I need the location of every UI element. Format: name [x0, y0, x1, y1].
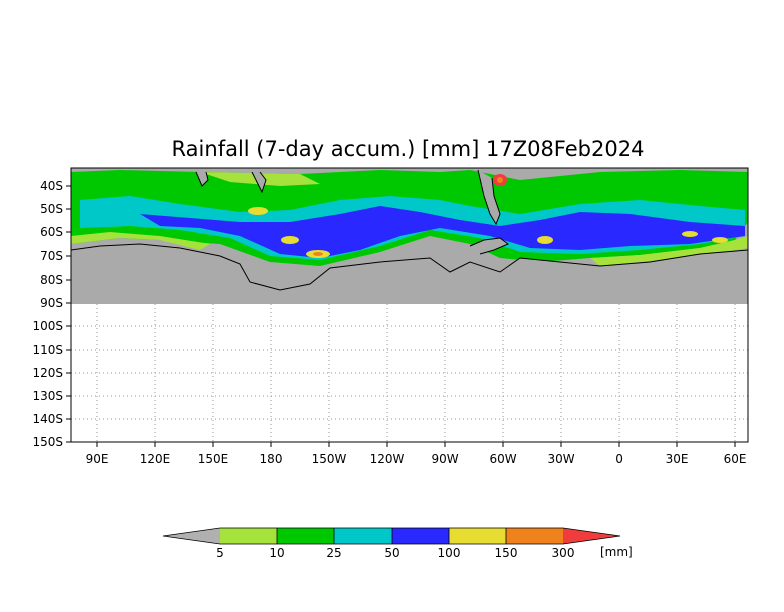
lat-tick-label: 110S [32, 343, 63, 357]
lat-tick-label: 70S [40, 249, 63, 263]
new-zealand-coastline [251, 171, 267, 194]
lat-tick-label: 80S [40, 273, 63, 287]
lon-tick-label: 90W [431, 452, 458, 466]
lon-tick-label: 60E [724, 452, 747, 466]
map-title: Rainfall (7-day accum.) [mm] 17Z08Feb202… [172, 137, 645, 161]
lon-tick-label: 120W [370, 452, 405, 466]
latitude-axis: 40S 50S 60S 70S 80S 90S 100S 110S 120S 1… [32, 179, 71, 449]
antarctic-peninsula-coastline [469, 237, 509, 255]
rain-5-10-east [590, 236, 748, 266]
lon-tick-label: 60W [489, 452, 516, 466]
lon-tick-label: 150E [198, 452, 229, 466]
colorbar-swatch [563, 528, 620, 544]
lon-tick-label: 180 [260, 452, 283, 466]
antarctica-land [71, 244, 748, 304]
rain-100-150-blob [537, 236, 553, 244]
colorbar-swatch [449, 528, 506, 544]
gridlines [71, 304, 748, 442]
lon-tick-label: 150W [312, 452, 347, 466]
colorbar-swatch [392, 528, 449, 544]
rain-100-150-blob [712, 237, 728, 243]
plot-frame [70, 167, 749, 443]
tasmania-coastline [195, 171, 209, 187]
colorbar-outline [162, 527, 621, 545]
colorbar-label: 300 [552, 546, 575, 560]
colorbar-swatch [220, 528, 277, 544]
lat-tick-label: 40S [40, 179, 63, 193]
lat-tick-label: 50S [40, 202, 63, 216]
south-america-coastline [477, 169, 501, 226]
map-panel [70, 167, 749, 443]
lat-tick-label: 150S [32, 435, 63, 449]
colorbar-label: 5 [216, 546, 224, 560]
lon-tick-label: 30E [666, 452, 689, 466]
lon-tick-label: 90E [86, 452, 109, 466]
colorbar-unit: [mm] [600, 545, 633, 559]
colorbar-label: 10 [269, 546, 284, 560]
lat-tick-label: 60S [40, 225, 63, 239]
lat-tick-label: 140S [32, 412, 63, 426]
rain-50-100 [140, 206, 745, 258]
colorbar-swatch [163, 528, 220, 544]
colorbar-label: 150 [495, 546, 518, 560]
colorbar-swatch [277, 528, 334, 544]
lat-tick-label: 130S [32, 389, 63, 403]
colorbar-swatch [334, 528, 392, 544]
lat-tick-label: 90S [40, 296, 63, 310]
colorbar-legend: 5 10 25 50 100 150 300 [mm] [162, 527, 633, 560]
lon-tick-label: 120E [140, 452, 171, 466]
colorbar-swatch [506, 528, 563, 544]
colorbar-label: 50 [384, 546, 399, 560]
lat-tick-label: 100S [32, 319, 63, 333]
rain-100-150-blob [682, 231, 698, 237]
rain-5-10-west [71, 232, 210, 250]
colorbar-label: 100 [438, 546, 461, 560]
lon-tick-label: 30W [547, 452, 574, 466]
rain-100-150-blob [281, 236, 299, 244]
rain-150-300-blob [313, 252, 323, 256]
longitude-axis: 90E 120E 150E 180 150W 120W 90W 60W 30W … [86, 442, 747, 466]
antarctica-coastline [70, 243, 749, 291]
rainfall-field [71, 170, 748, 266]
colorbar-label: 25 [326, 546, 341, 560]
rain-100-150-blob [248, 207, 268, 215]
lat-tick-label: 120S [32, 366, 63, 380]
rain-150-300-blob [497, 177, 503, 183]
lon-tick-label: 0 [615, 452, 623, 466]
